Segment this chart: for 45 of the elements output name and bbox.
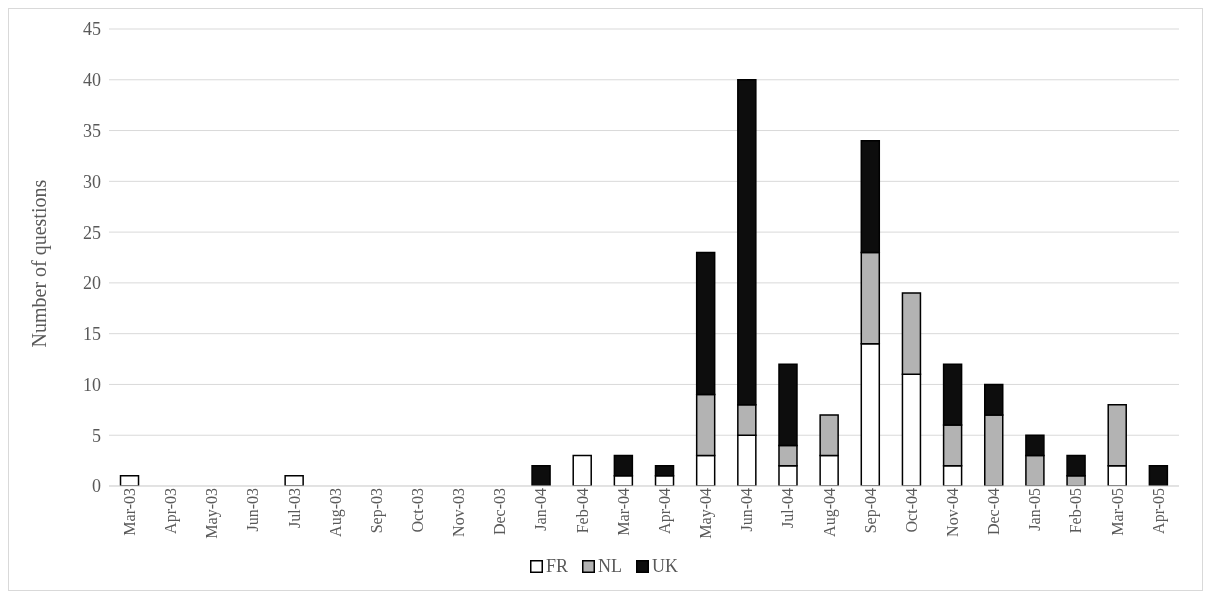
- y-tick-label: 35: [83, 120, 101, 141]
- legend-label: NL: [598, 556, 623, 577]
- y-tick-label: 10: [83, 374, 101, 395]
- x-tick-label: Feb-04: [573, 488, 591, 534]
- x-tick-label: Mar-03: [120, 488, 138, 536]
- y-tick-label: 30: [83, 171, 101, 192]
- bar: [1148, 464, 1169, 486]
- x-tick-label: Oct-04: [902, 488, 920, 533]
- x-tick-label: Feb-05: [1067, 488, 1085, 534]
- x-tick-label: Aug-03: [326, 488, 345, 537]
- x-tick-label: Jan-04: [532, 488, 550, 531]
- x-tick-label: Dec-04: [985, 488, 1003, 536]
- y-tick-label: 25: [83, 222, 101, 243]
- x-tick-label: Jun-03: [244, 488, 262, 532]
- x-tick-label: May-04: [697, 488, 716, 539]
- y-tick-label: 20: [83, 273, 101, 294]
- y-tick-label: 15: [83, 324, 101, 345]
- x-tick-label: Jan-05: [1026, 488, 1044, 531]
- y-tick-label: 45: [83, 19, 101, 40]
- x-tick-label: Aug-04: [820, 488, 839, 537]
- x-tick-label: Sep-03: [367, 488, 386, 534]
- y-tick-label: 5: [92, 425, 101, 446]
- bar: [531, 464, 551, 486]
- y-axis-title: Number of questions: [28, 179, 52, 348]
- bar: [284, 475, 304, 486]
- x-tick-label: Dec-03: [491, 488, 509, 536]
- y-tick-label: 40: [83, 70, 101, 91]
- x-tick-label: Mar-04: [614, 488, 632, 536]
- x-tick-label: Apr-05: [1149, 488, 1168, 534]
- x-tick-label: Nov-03: [450, 488, 468, 537]
- x-tick-label: Sep-04: [861, 488, 880, 534]
- x-tick-label: May-03: [203, 488, 222, 539]
- x-tick-label: Apr-04: [655, 488, 674, 534]
- y-tick-label: 0: [92, 476, 101, 497]
- legend-label: UK: [652, 556, 679, 577]
- bar: [572, 454, 592, 486]
- legend-label: FR: [545, 556, 569, 577]
- x-tick-label: Apr-03: [162, 488, 181, 534]
- x-tick-label: Mar-05: [1108, 488, 1126, 536]
- x-tick-label: Nov-04: [944, 488, 962, 537]
- bar: [119, 475, 140, 486]
- x-tick-label: Jul-03: [285, 488, 303, 528]
- x-tick-label: Jul-04: [779, 488, 797, 528]
- x-tick-label: Oct-03: [409, 488, 427, 533]
- x-tick-label: Jun-04: [738, 488, 756, 532]
